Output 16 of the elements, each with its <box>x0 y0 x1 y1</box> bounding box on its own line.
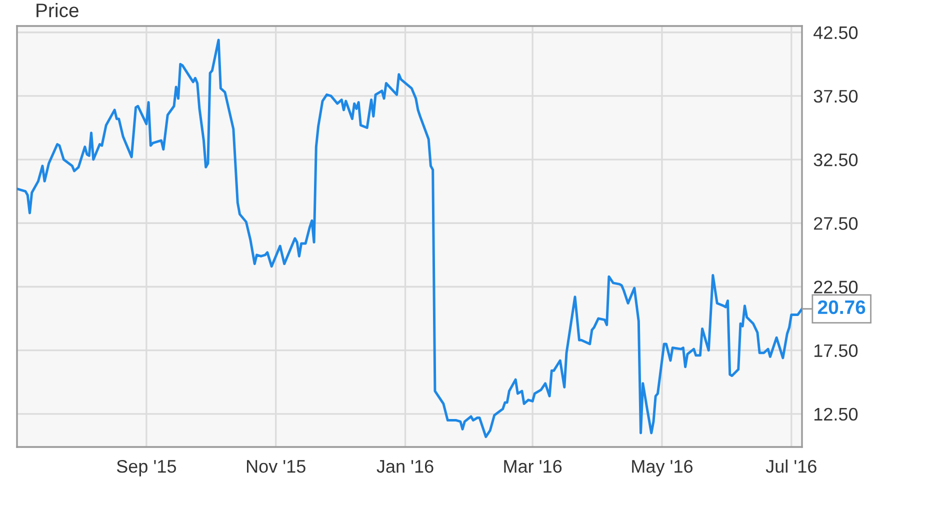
y-tick-label: 17.50 <box>814 344 858 358</box>
y-tick-label: 12.50 <box>814 408 858 421</box>
x-tick-label: Jul '16 <box>766 460 816 473</box>
x-tick-label: Jan '16 <box>376 460 434 473</box>
x-tick-label: Nov '15 <box>246 460 306 473</box>
y-tick-label: 37.50 <box>814 90 858 103</box>
y-tick-label: 27.50 <box>814 217 858 230</box>
annotation: 20.76 <box>818 300 866 314</box>
y-tick-label: 42.50 <box>814 26 858 40</box>
x-tick-label: May '16 <box>632 460 693 476</box>
y-tick-label: 22.50 <box>814 280 858 294</box>
line-series <box>17 38 802 438</box>
x-tick-label: Sep '15 <box>116 460 176 476</box>
y-tick-label: 32.50 <box>814 153 858 166</box>
x-tick-label: Mar '16 <box>504 460 562 473</box>
chart-title: Price <box>36 3 78 18</box>
